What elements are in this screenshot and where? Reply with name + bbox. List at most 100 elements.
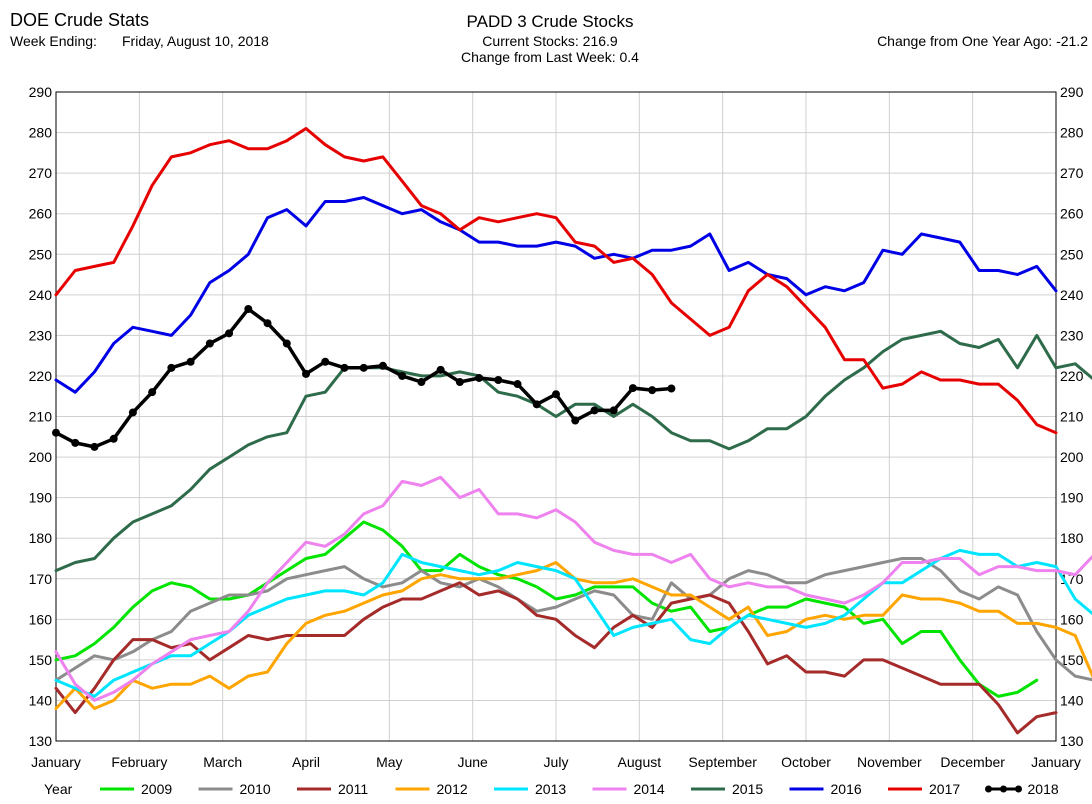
y-tick-label-right: 210 <box>1060 409 1084 425</box>
y-tick-label-left: 270 <box>29 165 53 181</box>
legend-label-2017: 2017 <box>929 781 960 797</box>
legend-marker-2018 <box>1015 785 1022 793</box>
x-tick-label: January <box>31 754 81 770</box>
x-tick-label: June <box>457 754 488 770</box>
data-point-2018 <box>282 339 291 348</box>
data-point-2018 <box>244 305 253 314</box>
legend-label-2011: 2011 <box>338 781 368 797</box>
legend-label-2016: 2016 <box>831 781 862 797</box>
x-tick-label: February <box>111 754 167 770</box>
y-tick-label-left: 190 <box>29 490 53 506</box>
y-tick-label-left: 290 <box>29 84 53 100</box>
series-line-2011 <box>54 581 1058 735</box>
y-tick-label-left: 230 <box>29 327 53 343</box>
y-tick-label-left: 130 <box>29 733 53 749</box>
y-tick-label-left: 180 <box>29 530 53 546</box>
data-point-2018 <box>667 384 676 393</box>
data-point-2018 <box>205 339 214 348</box>
data-point-2018 <box>571 416 580 425</box>
x-tick-label: November <box>857 754 922 770</box>
x-tick-label: September <box>688 754 757 770</box>
plot-frame <box>55 91 1057 742</box>
x-tick-label: August <box>618 754 662 770</box>
data-point-2018 <box>590 406 599 415</box>
data-point-2018 <box>648 386 657 395</box>
y-tick-label-right: 140 <box>1060 692 1084 708</box>
legend-label-2012: 2012 <box>437 781 468 797</box>
data-point-2018 <box>71 438 80 447</box>
y-tick-label-right: 280 <box>1060 125 1084 141</box>
data-point-2018 <box>52 428 60 437</box>
data-point-2018 <box>340 363 349 372</box>
series-line-2015 <box>54 329 1092 573</box>
y-tick-label-right: 160 <box>1060 611 1084 627</box>
data-point-2018 <box>186 357 195 366</box>
legend-label-2018: 2018 <box>1028 781 1059 797</box>
data-point-2018 <box>167 363 176 372</box>
y-tick-label-right: 180 <box>1060 530 1084 546</box>
y-tick-label-right: 220 <box>1060 368 1084 384</box>
y-tick-label-left: 260 <box>29 206 53 222</box>
change-last-week: Change from Last Week: 0.4 <box>461 49 639 65</box>
series-group <box>52 127 1092 735</box>
x-tick-label: March <box>203 754 242 770</box>
data-point-2018 <box>128 408 137 417</box>
data-point-2018 <box>321 357 330 366</box>
data-point-2018 <box>417 378 426 387</box>
y-tick-label-left: 150 <box>29 652 53 668</box>
data-point-2018 <box>475 373 484 382</box>
y-tick-label-left: 210 <box>29 409 53 425</box>
x-tick-label: May <box>376 754 402 770</box>
legend-marker-2018 <box>985 785 992 793</box>
data-point-2018 <box>263 319 272 328</box>
y-tick-label-right: 150 <box>1060 652 1084 668</box>
series-line-2017 <box>54 127 1058 435</box>
y-tick-label-right: 240 <box>1060 287 1084 303</box>
legend-marker-2018 <box>1000 785 1007 793</box>
series-line-2016 <box>54 196 1058 394</box>
legend-label-2015: 2015 <box>732 781 763 797</box>
data-point-2018 <box>148 388 157 397</box>
data-point-2018 <box>552 390 560 399</box>
y-tick-label-right: 200 <box>1060 449 1084 465</box>
data-point-2018 <box>302 369 310 378</box>
change-year-ago: Change from One Year Ago: -21.2 <box>877 33 1088 49</box>
current-stocks: Current Stocks: 216.9 <box>482 33 618 49</box>
x-tick-label: April <box>292 754 320 770</box>
x-tick-label: July <box>544 754 569 770</box>
data-point-2018 <box>109 434 118 443</box>
week-ending-value: Friday, August 10, 2018 <box>122 33 269 49</box>
data-point-2018 <box>609 406 618 415</box>
y-tick-label-right: 250 <box>1060 246 1084 262</box>
y-tick-label-right: 270 <box>1060 165 1084 181</box>
data-point-2018 <box>513 380 522 389</box>
y-tick-label-left: 140 <box>29 692 53 708</box>
y-tick-label-left: 250 <box>29 246 53 262</box>
series-line-2014 <box>54 475 1092 702</box>
x-tick-label: December <box>940 754 1005 770</box>
y-tick-label-left: 240 <box>29 287 53 303</box>
data-point-2018 <box>90 442 99 451</box>
legend-title: Year <box>44 781 73 797</box>
y-tick-label-left: 160 <box>29 611 53 627</box>
chart-title: PADD 3 Crude Stocks <box>466 12 634 31</box>
legend-label-2013: 2013 <box>535 781 566 797</box>
data-point-2018 <box>494 375 503 384</box>
y-tick-label-left: 170 <box>29 571 53 587</box>
data-point-2018 <box>378 361 387 370</box>
app-title: DOE Crude Stats <box>10 10 150 30</box>
legend: Year 2009 2010 2011 2012 2013 2014 2015 2016 2017… <box>44 781 1059 797</box>
data-point-2018 <box>225 329 234 338</box>
y-tick-label-right: 130 <box>1060 733 1084 749</box>
y-tick-label-right: 190 <box>1060 490 1084 506</box>
x-tick-label: January <box>1031 754 1081 770</box>
y-tick-label-left: 200 <box>29 449 53 465</box>
week-ending-label: Week Ending: <box>10 33 97 49</box>
legend-label-2014: 2014 <box>634 781 665 797</box>
y-tick-label-left: 220 <box>29 368 53 384</box>
y-tick-label-right: 260 <box>1060 206 1084 222</box>
y-tick-label-right: 230 <box>1060 327 1084 343</box>
legend-label-2010: 2010 <box>240 781 271 797</box>
